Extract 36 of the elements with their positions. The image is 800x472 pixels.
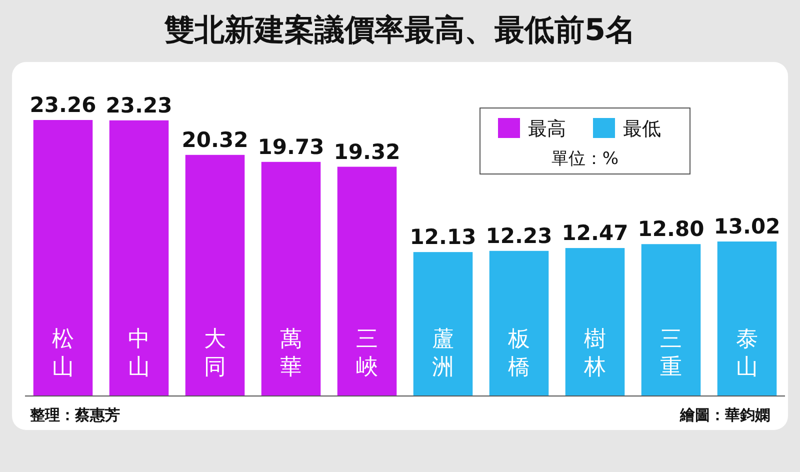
text: 繪圖：華鈞嫻 bbox=[679, 406, 770, 424]
x-tick-label: 大同 bbox=[204, 327, 226, 380]
bar bbox=[185, 154, 245, 396]
x-tick-label: 萬華 bbox=[280, 327, 302, 380]
x-tick-label: 泰山 bbox=[736, 327, 758, 380]
text: 整理：蔡惠芳 bbox=[29, 406, 120, 424]
bar bbox=[489, 250, 549, 396]
x-tick-label: 松山 bbox=[52, 327, 74, 380]
bar bbox=[33, 120, 93, 396]
data-label: 12.47 bbox=[562, 221, 628, 246]
x-tick-label: 三重 bbox=[660, 327, 682, 380]
bar bbox=[717, 242, 777, 396]
data-label: 12.80 bbox=[638, 217, 704, 242]
data-label: 23.26 bbox=[30, 93, 96, 117]
bar bbox=[261, 162, 321, 396]
x-tick-label: 板橋 bbox=[507, 327, 530, 380]
data-label: 23.23 bbox=[106, 93, 172, 118]
legend-label: 最低 bbox=[623, 118, 661, 140]
data-label: 19.32 bbox=[334, 140, 400, 164]
bar bbox=[109, 120, 169, 396]
data-label: 12.23 bbox=[486, 224, 552, 248]
bar bbox=[641, 244, 701, 396]
x-tick-label: 蘆洲 bbox=[432, 327, 454, 380]
x-tick-label: 樹林 bbox=[583, 327, 606, 380]
legend-label: 最高 bbox=[528, 118, 566, 140]
x-tick-label: 三峽 bbox=[356, 327, 378, 380]
annotation: 單位：% bbox=[551, 149, 619, 169]
data-label: 12.13 bbox=[410, 225, 476, 250]
x-tick-label: 中山 bbox=[128, 327, 150, 380]
bar bbox=[337, 166, 397, 396]
data-label: 13.02 bbox=[714, 214, 780, 239]
chart-title: 雙北新建案議價率最高、最低前5名 bbox=[164, 13, 636, 48]
bar bbox=[565, 248, 625, 396]
bar bbox=[413, 252, 473, 396]
data-label: 20.32 bbox=[182, 128, 248, 152]
data-label: 19.73 bbox=[258, 134, 324, 159]
